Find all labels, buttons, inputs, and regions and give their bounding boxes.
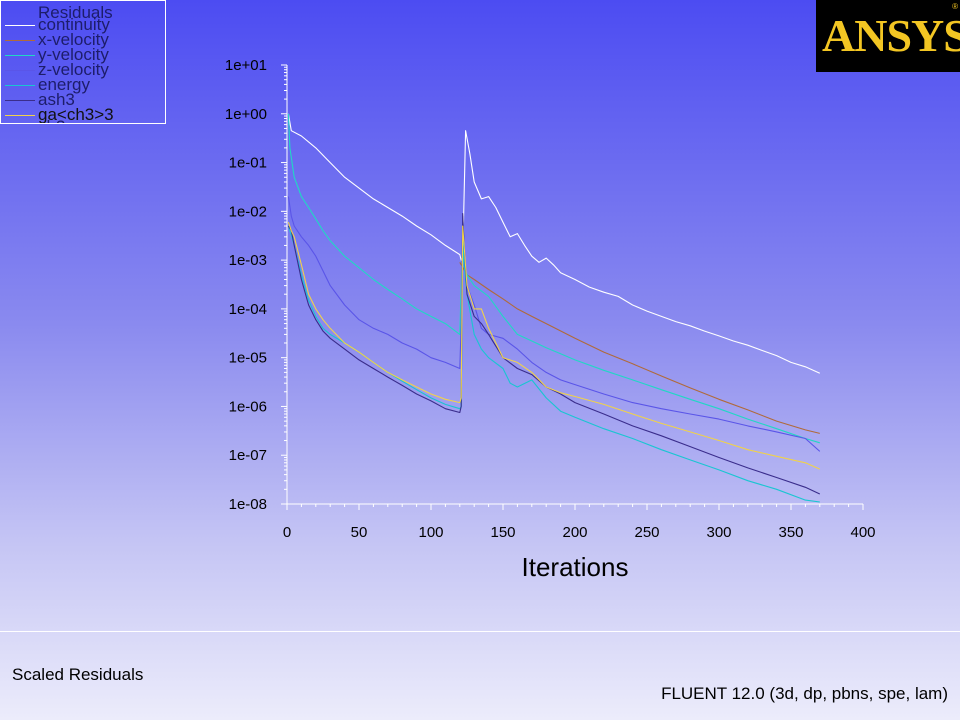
y-tick-label: 1e+01: [225, 57, 267, 74]
series-line-energy: [287, 225, 820, 503]
x-tick-label: 100: [418, 524, 443, 541]
y-tick-label: 1e+00: [225, 106, 267, 123]
x-tick-label: 300: [706, 524, 731, 541]
series-line-ga-ch3-3: [287, 222, 821, 470]
series-line-y-velocity: [287, 113, 820, 444]
series-line-z-velocity: [287, 196, 821, 452]
legend-item-energy: energy: [38, 75, 90, 94]
ansys-logo: ANSYS ®: [816, 0, 960, 72]
legend-item-z-velocity: z-velocity: [38, 60, 109, 79]
legend-swatch-continuity: [5, 25, 35, 26]
legend-item-continuity: continuity: [38, 15, 110, 34]
series-line-continuity: [287, 113, 821, 374]
x-tick-label: 250: [634, 524, 659, 541]
x-tick-label: 350: [778, 524, 803, 541]
legend-item-gach3-3: ga<ch3>3: [38, 105, 114, 124]
solver-info: FLUENT 12.0 (3d, dp, pbns, spe, lam): [661, 684, 948, 703]
legend-swatch-energy: [5, 85, 35, 86]
x-tick-label: 200: [562, 524, 587, 541]
y-tick-label: 1e-08: [229, 496, 267, 513]
legend-swatch-y-velocity: [5, 55, 35, 56]
legend-item-ch3: ch3: [38, 118, 65, 123]
y-tick-label: 1e-05: [229, 350, 267, 367]
series-line-ash3: [287, 213, 821, 495]
x-axis-label: Iterations: [522, 552, 629, 582]
y-tick-label: 1e-02: [229, 203, 267, 220]
legend-swatch-z-velocity: [5, 70, 35, 71]
legend: Residuals continuity x-velocity y-veloci…: [0, 0, 166, 124]
logo-registered-mark: ®: [952, 2, 958, 11]
plot-caption: Scaled Residuals: [12, 665, 144, 684]
y-tick-label: 1e-03: [229, 252, 267, 269]
legend-swatch-ash3: [5, 100, 35, 101]
legend-item-x-velocity: x-velocity: [38, 30, 109, 49]
x-tick-label: 150: [490, 524, 515, 541]
x-tick-label: 400: [850, 524, 875, 541]
series-line-x-velocity: [459, 262, 820, 434]
legend-swatch-gach3-3: [5, 115, 35, 116]
logo-text: ANSYS: [822, 10, 960, 61]
legend-item-ash3: ash3: [38, 90, 75, 109]
y-tick-label: 1e-04: [229, 301, 267, 318]
y-tick-label: 1e-06: [229, 398, 267, 415]
legend-title: Residuals: [38, 3, 113, 22]
legend-item-y-velocity: y-velocity: [38, 45, 109, 64]
legend-swatch-x-velocity: [5, 40, 35, 41]
footer-panel: Scaled Residuals FLUENT 12.0 (3d, dp, pb…: [0, 631, 960, 720]
y-tick-label: 1e-01: [229, 155, 267, 172]
x-tick-label: 50: [351, 524, 368, 541]
y-tick-label: 1e-07: [229, 447, 267, 464]
x-tick-label: 0: [283, 524, 291, 541]
